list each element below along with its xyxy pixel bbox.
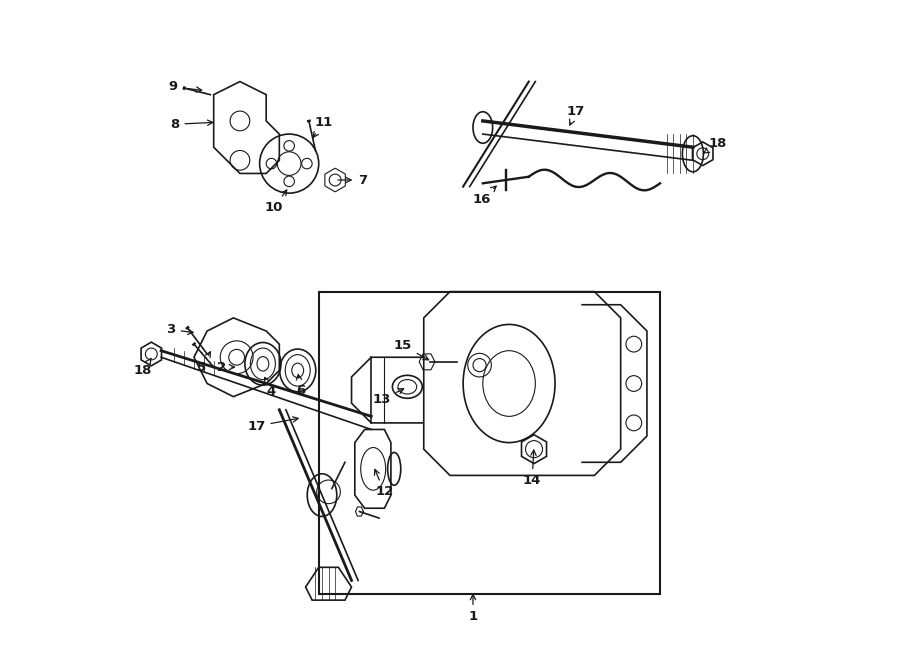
Text: 18: 18 [133, 359, 152, 377]
Text: 17: 17 [567, 105, 585, 125]
Text: 2: 2 [217, 361, 234, 373]
Text: 5: 5 [197, 352, 211, 373]
FancyBboxPatch shape [319, 292, 660, 594]
Text: 7: 7 [338, 173, 367, 187]
Text: 3: 3 [166, 323, 194, 336]
Text: 16: 16 [472, 186, 496, 206]
Text: 17: 17 [248, 417, 298, 433]
Text: 18: 18 [704, 138, 727, 154]
Text: 15: 15 [393, 339, 428, 360]
Text: 11: 11 [313, 116, 333, 137]
Text: 8: 8 [170, 118, 212, 130]
Text: 9: 9 [168, 80, 202, 93]
Text: 13: 13 [373, 389, 403, 406]
Text: 1: 1 [468, 594, 478, 623]
Text: 10: 10 [265, 190, 287, 214]
Text: 14: 14 [523, 450, 541, 487]
Text: 6: 6 [296, 375, 305, 397]
Text: 12: 12 [374, 469, 393, 498]
Text: 4: 4 [265, 377, 276, 398]
